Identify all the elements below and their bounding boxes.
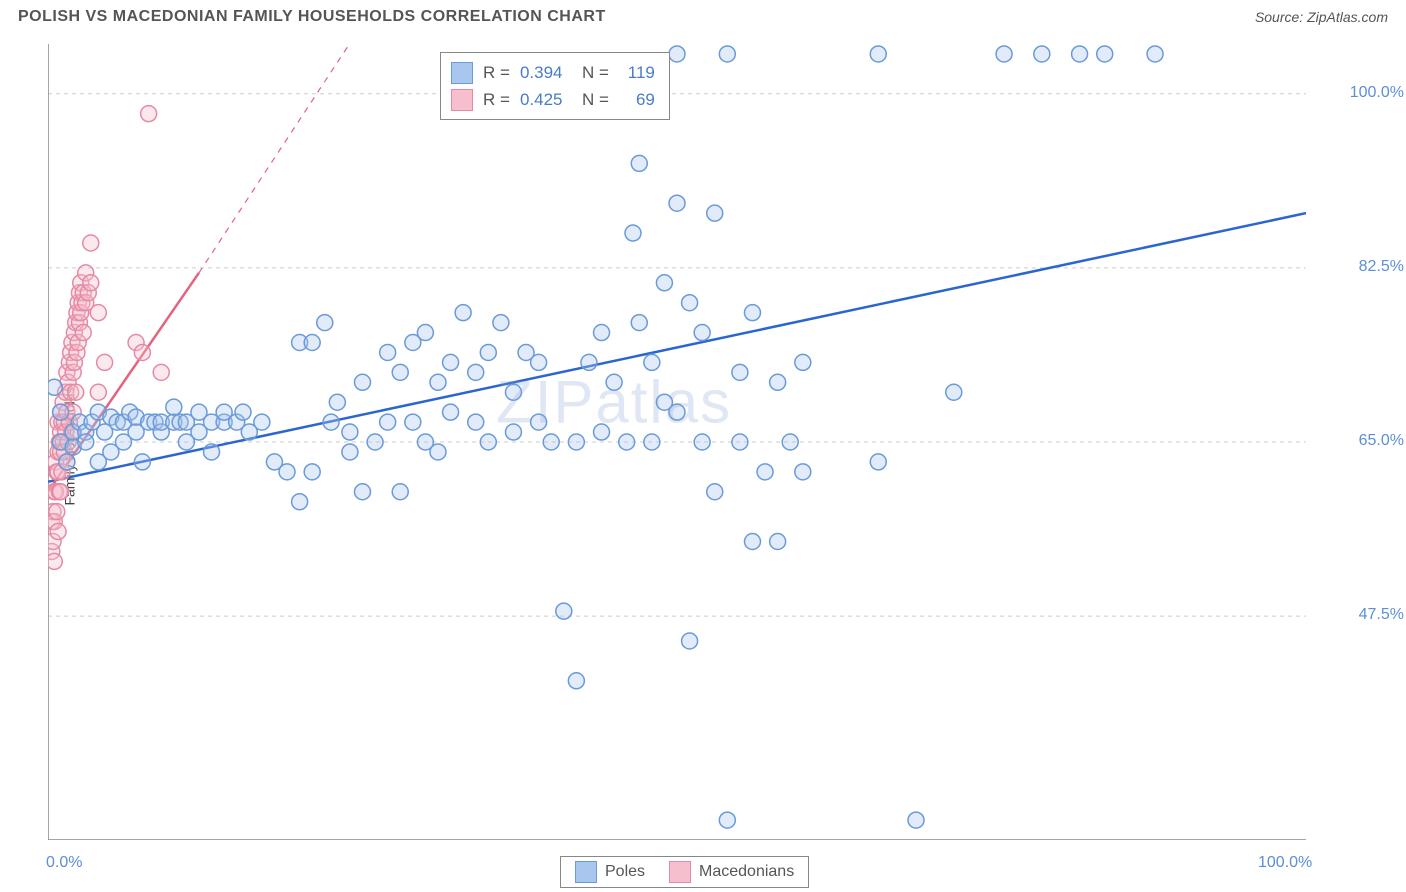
stat-r-label: R = <box>483 86 510 113</box>
stat-r-value: 0.425 <box>520 86 572 113</box>
y-tick-label: 65.0% <box>1314 432 1404 450</box>
series-legend: Poles Macedonians <box>560 856 809 888</box>
chart-header: POLISH VS MACEDONIAN FAMILY HOUSEHOLDS C… <box>0 0 1406 30</box>
stat-n-label: N = <box>582 59 609 86</box>
series-swatch <box>451 89 473 111</box>
scatter-chart <box>48 44 1306 840</box>
stat-n-value: 119 <box>619 59 655 86</box>
y-tick-label: 47.5% <box>1314 606 1404 624</box>
correlation-stats-box: R = 0.394 N = 119 R = 0.425 N = 69 <box>440 52 670 120</box>
y-tick-label: 100.0% <box>1314 84 1404 102</box>
series-swatch <box>451 62 473 84</box>
chart-title: POLISH VS MACEDONIAN FAMILY HOUSEHOLDS C… <box>18 8 606 26</box>
legend-swatch <box>669 861 691 883</box>
legend-swatch <box>575 861 597 883</box>
stat-n-label: N = <box>582 86 609 113</box>
chart-source: Source: ZipAtlas.com <box>1255 9 1388 25</box>
legend-item: Macedonians <box>669 861 794 883</box>
stat-n-value: 69 <box>619 86 655 113</box>
stat-r-label: R = <box>483 59 510 86</box>
stats-row: R = 0.425 N = 69 <box>451 86 655 113</box>
x-tick-label: 0.0% <box>46 854 82 872</box>
stats-row: R = 0.394 N = 119 <box>451 59 655 86</box>
legend-label: Macedonians <box>699 863 794 881</box>
chart-area: ZIPatlas <box>48 44 1306 840</box>
legend-label: Poles <box>605 863 645 881</box>
legend-item: Poles <box>575 861 645 883</box>
stat-r-value: 0.394 <box>520 59 572 86</box>
x-tick-label: 100.0% <box>1258 854 1312 872</box>
y-tick-label: 82.5% <box>1314 258 1404 276</box>
